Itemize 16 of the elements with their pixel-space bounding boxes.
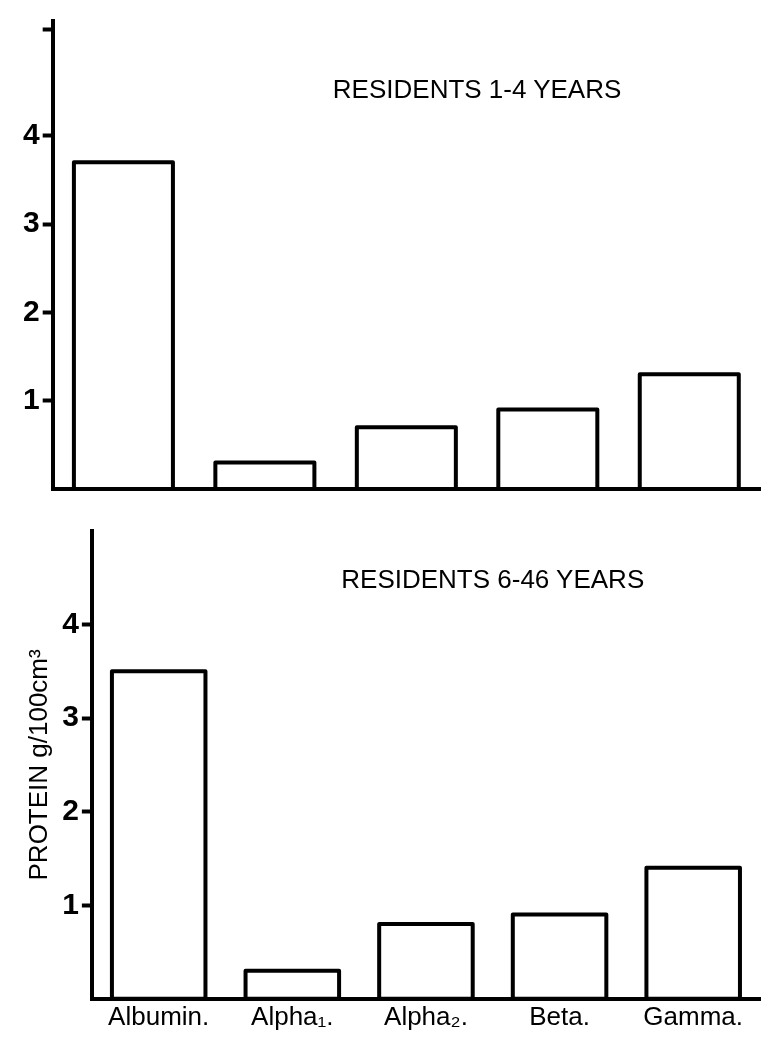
y-tick-label: 1 [23, 381, 40, 415]
x-tick-label: Beta. [529, 1000, 590, 1031]
x-tick-label: Gamma. [643, 1000, 744, 1031]
y-tick-label: 2 [23, 293, 40, 327]
text: RESIDENTS 6-46 YEARS [341, 564, 645, 595]
y-tick-label: 1 [62, 886, 79, 920]
y-tick-label: 2 [62, 792, 79, 826]
y-tick-label: 3 [62, 699, 79, 733]
x-tick-label: Albumin. [108, 1000, 210, 1031]
y-tick-label: 4 [23, 117, 40, 151]
y-tick-label: 4 [62, 605, 80, 639]
y-axis-title: PROTEIN g/100cm³ [22, 648, 53, 881]
text: RESIDENTS 1-4 YEARS [332, 74, 622, 105]
x-tick-label: Alpha₁. [251, 1000, 334, 1031]
x-tick-label: Alpha₂. [384, 1000, 468, 1031]
y-tick-label: 3 [23, 205, 40, 239]
